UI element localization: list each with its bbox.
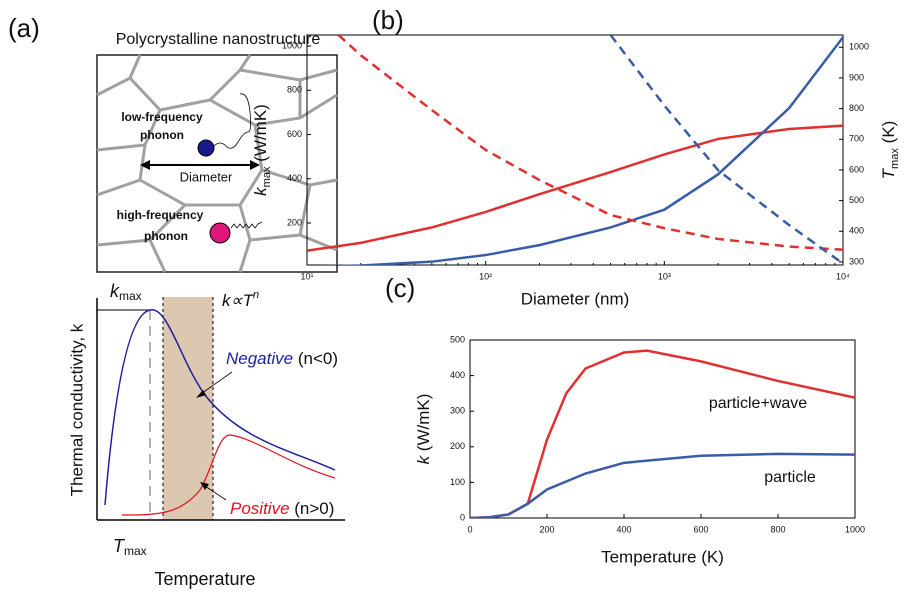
y-tick-label: 0 (460, 512, 465, 522)
word: Negative (226, 349, 293, 368)
symbol: T (879, 167, 898, 179)
y-tick-label: 400 (450, 370, 465, 380)
plot-frame (469, 339, 856, 519)
x-tick-label: 10⁴ (836, 271, 850, 281)
y2-tick-label: 500 (849, 195, 864, 205)
condition: (n>0) (294, 499, 334, 518)
exponent: n (253, 289, 259, 301)
series-line (337, 35, 843, 251)
panel-label: (a) (8, 13, 40, 43)
series-line (470, 452, 855, 518)
y2-tick-label: 300 (849, 256, 864, 266)
subscript: max (889, 148, 901, 169)
subscript: max (261, 166, 273, 187)
tmax-label: Tmax (113, 536, 147, 558)
y-tick-label: 500 (450, 334, 465, 344)
symbol: k (251, 186, 270, 196)
y-axis-label: kmax (W/mK) (251, 104, 272, 196)
plot-frame (306, 34, 844, 266)
base: k∝T (222, 291, 255, 310)
x-tick-label: 10¹ (300, 271, 313, 281)
y2-tick-label: 800 (849, 103, 864, 113)
symbol: T (113, 536, 126, 556)
y-tick-label: 100 (450, 477, 465, 487)
symbol: k (110, 281, 120, 301)
series-label: particle (764, 469, 816, 486)
unit: (K) (879, 121, 898, 148)
x-axis-label: Diameter (nm) (521, 289, 630, 308)
annotation: Diameter (180, 169, 233, 184)
x-tick-label: 10³ (658, 271, 671, 281)
x-axis-label: Temperature (K) (601, 547, 724, 566)
sketch-plot (96, 297, 345, 521)
y-tick-label: 1000 (282, 40, 302, 50)
series-line (307, 124, 843, 252)
x-tick-label: 200 (539, 524, 554, 534)
negative-label: Negative (n<0) (226, 349, 338, 368)
y2-tick-label: 900 (849, 72, 864, 82)
y2-tick-label: 1000 (849, 42, 869, 52)
y2-tick-label: 400 (849, 226, 864, 236)
series-label: particle+wave (709, 395, 807, 412)
series-line (609, 35, 843, 265)
grain-diagram (96, 54, 338, 273)
power-law: k∝Tn (222, 289, 259, 311)
schematic-title: Polycrystalline nanostructure (116, 31, 321, 48)
unit: (W/mK) (251, 104, 270, 166)
annotation: phonon (144, 229, 188, 243)
y-tick-label: 600 (287, 129, 302, 139)
x-tick-label: 800 (770, 524, 785, 534)
unit: (W/mK) (414, 394, 433, 456)
symbol: k (414, 454, 433, 464)
y2-tick-label: 700 (849, 134, 864, 144)
y-tick-label: 400 (287, 173, 302, 183)
subscript: max (124, 544, 147, 558)
y-tick-label: 200 (450, 441, 465, 451)
y2-tick-label: 600 (849, 164, 864, 174)
annotation: phonon (140, 128, 184, 142)
y-axis-label: k (W/mK) (414, 394, 433, 465)
word: Positive (230, 499, 290, 518)
x-tick-label: 1000 (845, 524, 865, 534)
x-tick-label: 600 (693, 524, 708, 534)
y-tick-label: 200 (287, 217, 302, 227)
annotation: high-frequency (117, 208, 204, 222)
y-tick-label: 300 (450, 406, 465, 416)
condition: (n<0) (298, 349, 338, 368)
series-line (470, 349, 855, 518)
x-tick-label: 10² (479, 271, 492, 281)
x-axis-label: Temperature (154, 569, 255, 589)
series-line (321, 36, 843, 265)
positive-label: Positive (n>0) (230, 499, 334, 518)
x-tick-label: 0 (467, 524, 472, 534)
panel-label: (b) (372, 5, 404, 35)
y-tick-label: 800 (287, 85, 302, 95)
y-axis-label: Thermal conductivity, k (67, 323, 86, 496)
y-axis-label: Tmax (K) (879, 121, 900, 180)
panel-label: (c) (385, 273, 415, 303)
x-tick-label: 400 (616, 524, 631, 534)
annotation: low-frequency (121, 110, 203, 124)
subscript: max (119, 289, 142, 303)
kmax-label: kmax (110, 281, 142, 303)
